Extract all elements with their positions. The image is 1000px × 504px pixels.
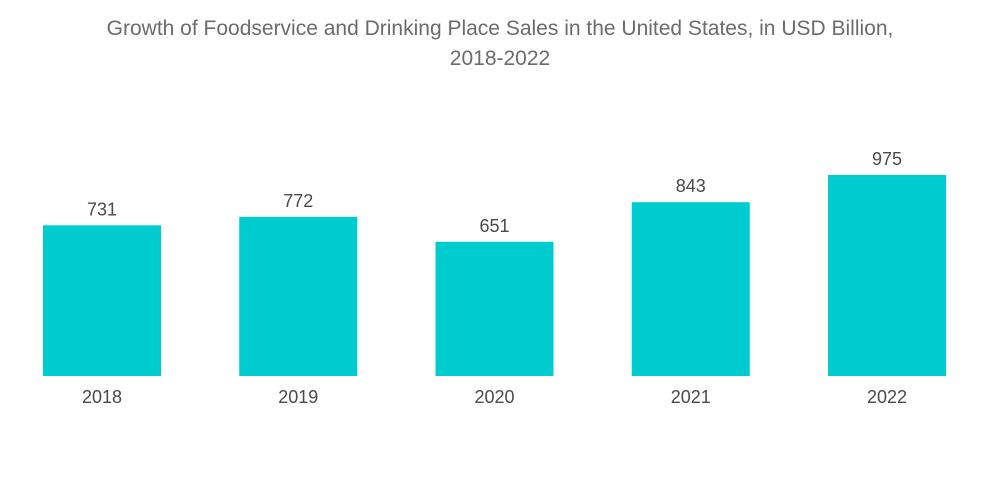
bar-2021 xyxy=(631,202,750,376)
chart-title-line-1: Growth of Foodservice and Drinking Place… xyxy=(106,17,894,40)
x-axis-ticks-group: 2018 2019 2020 2021 2022 xyxy=(82,387,907,407)
x-tick-label-2020: 2020 xyxy=(474,387,514,407)
bar-2018 xyxy=(43,225,161,376)
bar-2020 xyxy=(435,241,554,376)
x-tick-label-2019: 2019 xyxy=(278,387,318,407)
x-tick-label-2018: 2018 xyxy=(82,387,122,407)
x-tick-label-2022: 2022 xyxy=(867,387,907,407)
x-tick-label-2021: 2021 xyxy=(671,387,711,407)
value-label-2021: 843 xyxy=(676,176,706,196)
value-labels-group: 731 772 651 843 975 xyxy=(87,149,902,236)
bar-2019 xyxy=(239,216,358,376)
chart-title-line-2: 2018-2022 xyxy=(449,47,551,70)
value-label-2020: 651 xyxy=(479,216,509,236)
value-label-2019: 772 xyxy=(283,191,313,211)
bars-group xyxy=(43,175,946,376)
chart-title: Growth of Foodservice and Drinking Place… xyxy=(0,14,1000,74)
value-label-2018: 731 xyxy=(87,199,117,219)
value-label-2022: 975 xyxy=(872,149,902,169)
bar-2022 xyxy=(828,175,946,376)
